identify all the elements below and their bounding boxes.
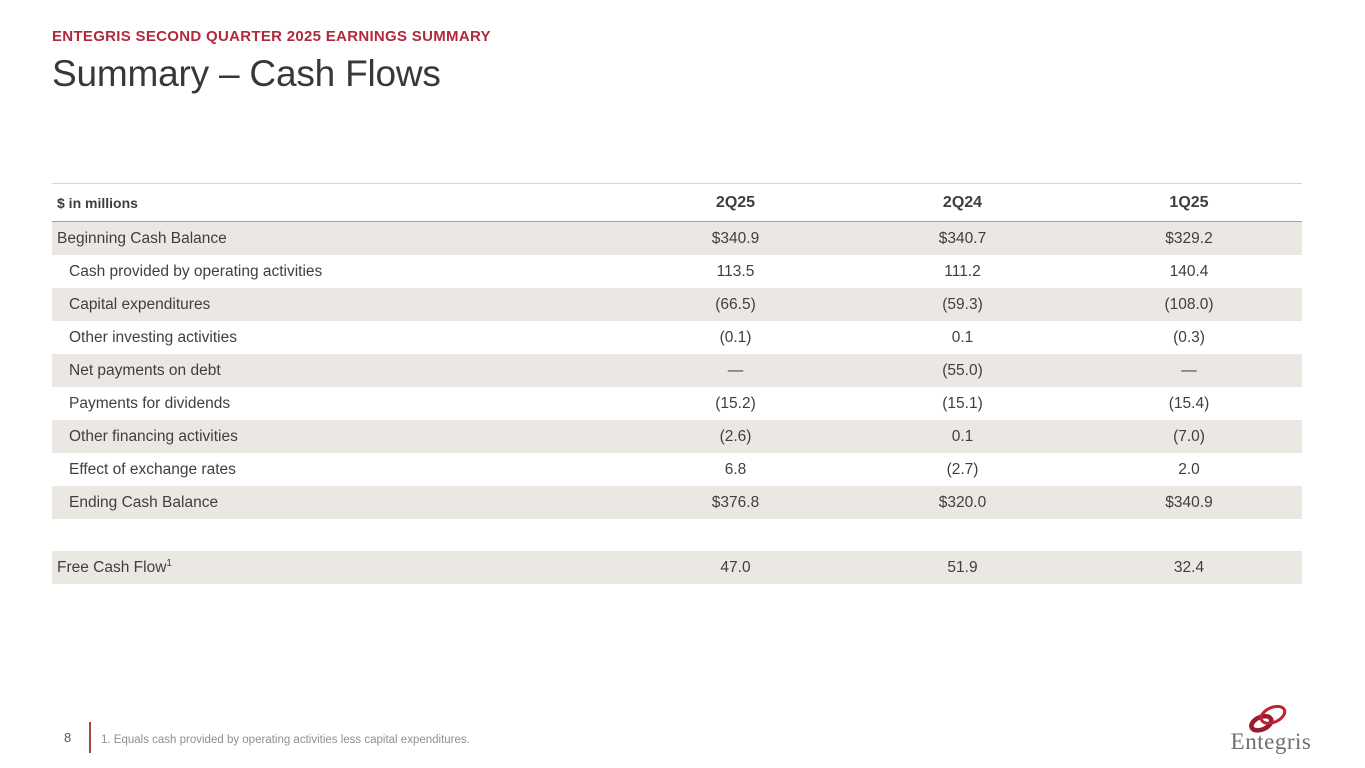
- row-value: (55.0): [942, 361, 983, 379]
- row-value: 140.4: [1169, 262, 1209, 280]
- row-value: 51.9: [947, 558, 978, 576]
- column-header-2q24: 2Q24: [942, 193, 983, 211]
- slide-header: ENTEGRIS SECOND QUARTER 2025 EARNINGS SU…: [52, 28, 491, 95]
- row-value: (2.7): [946, 460, 979, 478]
- footnote-text: 1. Equals cash provided by operating act…: [101, 734, 470, 746]
- row-label: Net payments on debt: [69, 361, 221, 379]
- table-row: Other financing activities (2.6) 0.1 (7.0): [52, 420, 1302, 453]
- entegris-logo: Entegris: [1225, 704, 1317, 753]
- row-value: 32.4: [1173, 558, 1205, 576]
- row-value: 113.5: [716, 262, 755, 280]
- table-row: Beginning Cash Balance $340.9 $340.7 $329.2: [52, 222, 1302, 255]
- table-spacer: [52, 519, 1302, 551]
- free-cash-flow-row: Free Cash Flow1 47.0 51.9 32.4: [52, 551, 1302, 584]
- table-row: Cash provided by operating activities 113…: [52, 255, 1302, 288]
- footnote-divider: [89, 722, 91, 753]
- row-value: (2.6): [719, 427, 752, 445]
- row-value: $320.0: [938, 493, 987, 511]
- row-value: —: [1181, 361, 1197, 379]
- row-label: Free Cash Flow1: [57, 557, 172, 576]
- column-header-2q25: 2Q25: [715, 193, 756, 211]
- row-value: (15.1): [942, 394, 983, 412]
- row-value: (0.1): [719, 328, 752, 346]
- row-value: 2.0: [1178, 460, 1200, 478]
- eyebrow-text: ENTEGRIS SECOND QUARTER 2025 EARNINGS SU…: [52, 28, 491, 45]
- row-value: 111.2: [944, 262, 981, 280]
- table-row: Payments for dividends (15.2) (15.1) (15.4): [52, 387, 1302, 420]
- unit-label: $ in millions: [57, 194, 138, 211]
- table-row: Effect of exchange rates 6.8 (2.7) 2.0: [52, 453, 1302, 486]
- table-row: Capital expenditures (66.5) (59.3) (108.0): [52, 288, 1302, 321]
- row-value: $376.8: [711, 493, 760, 511]
- row-value: $329.2: [1165, 229, 1213, 247]
- row-label: Beginning Cash Balance: [57, 229, 227, 247]
- cash-flow-table: $ in millions 2Q25 2Q24 1Q25 Beginning C…: [52, 183, 1302, 584]
- table-row: Net payments on debt — (55.0) —: [52, 354, 1302, 387]
- row-label: Capital expenditures: [69, 295, 211, 313]
- row-value: $340.7: [938, 229, 987, 247]
- table-body: Beginning Cash Balance $340.9 $340.7 $329.2…: [52, 222, 1302, 519]
- row-value: (66.5): [715, 295, 756, 313]
- row-value: (15.2): [715, 394, 756, 412]
- row-value: $340.9: [1165, 493, 1213, 511]
- table-row: Other investing activities (0.1) 0.1 (0.3): [52, 321, 1302, 354]
- row-value: (59.3): [942, 295, 983, 313]
- row-label: Ending Cash Balance: [69, 493, 219, 511]
- row-label: Payments for dividends: [69, 394, 231, 412]
- table-row: Ending Cash Balance $376.8 $320.0 $340.9: [52, 486, 1302, 519]
- row-value: 6.8: [724, 460, 747, 478]
- row-value: (0.3): [1173, 328, 1205, 346]
- row-label: Effect of exchange rates: [69, 460, 236, 478]
- row-value: (7.0): [1173, 427, 1205, 445]
- row-value: 47.0: [720, 558, 751, 576]
- logo-wordmark: Entegris: [1230, 729, 1312, 754]
- row-label: Other investing activities: [69, 328, 237, 346]
- row-value: 0.1: [951, 427, 974, 445]
- page-title: Summary – Cash Flows: [52, 53, 441, 94]
- row-label: Other financing activities: [69, 427, 238, 445]
- column-header-1q25: 1Q25: [1169, 193, 1209, 211]
- row-value: (15.4): [1168, 394, 1210, 412]
- row-label: Cash provided by operating activities: [69, 262, 323, 280]
- footnote-marker: 1: [166, 557, 172, 569]
- page-number: 8: [64, 730, 72, 745]
- slide-footer: 8 1. Equals cash provided by operating a…: [0, 704, 1365, 768]
- row-value: (108.0): [1164, 295, 1214, 313]
- row-value: —: [727, 361, 744, 379]
- row-value: $340.9: [711, 229, 760, 247]
- table-header-row: $ in millions 2Q25 2Q24 1Q25: [52, 184, 1302, 222]
- row-value: 0.1: [951, 328, 974, 346]
- logo-rings-icon: [1249, 704, 1287, 733]
